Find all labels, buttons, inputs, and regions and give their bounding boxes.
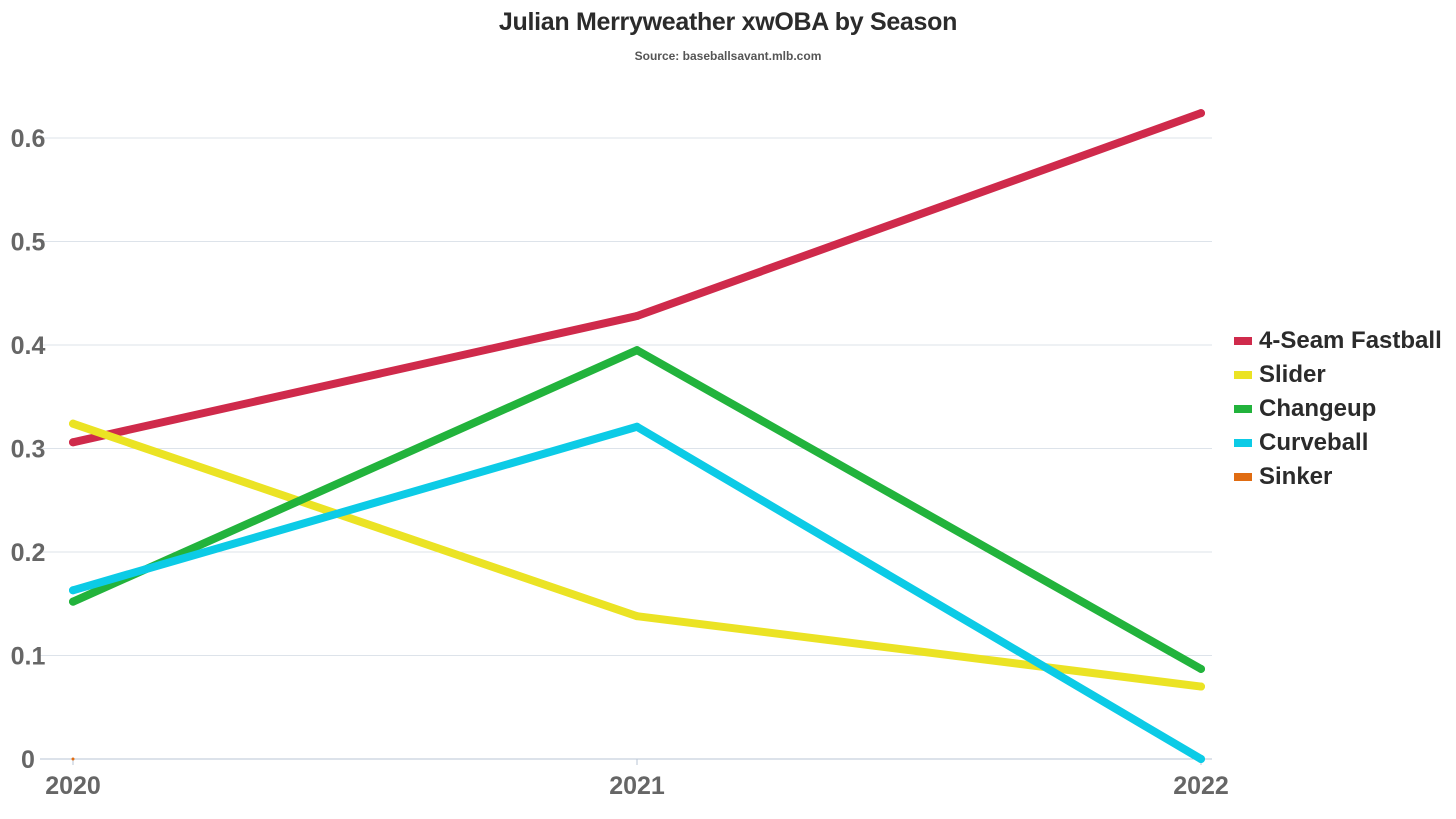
data-point-curveball <box>69 586 77 595</box>
legend-swatch <box>1234 405 1252 413</box>
legend-label: Sinker <box>1259 463 1333 490</box>
data-point-slider <box>633 612 641 621</box>
legend-swatch <box>1234 439 1252 447</box>
legend-label: 4-Seam Fastball <box>1259 327 1442 354</box>
chart-subtitle: Source: baseballsavant.mlb.com <box>634 49 822 63</box>
legend-item[interactable]: 4-Seam Fastball <box>1234 324 1442 358</box>
chart-legend: 4-Seam Fastball Slider Changeup Curveball Si… <box>1234 324 1442 494</box>
data-point-4-seam-fastball <box>633 312 641 321</box>
data-point-changeup <box>633 346 641 355</box>
data-point-sinker <box>71 757 75 761</box>
series-line-changeup <box>69 346 1205 673</box>
series-line-4-seam-fastball <box>69 109 1205 447</box>
series-line-curveball <box>69 422 1205 763</box>
legend-label: Curveball <box>1259 429 1369 456</box>
legend-item[interactable]: Changeup <box>1234 392 1442 426</box>
data-point-slider <box>69 419 77 428</box>
y-tick-label: 0.2 <box>11 539 46 567</box>
x-tick-label: 2022 <box>1173 772 1229 800</box>
chart-title: Julian Merryweather xwOBA by Season <box>498 8 958 36</box>
data-point-curveball <box>1197 755 1205 763</box>
legend-item[interactable]: Curveball <box>1234 426 1442 460</box>
x-tick-label: 2021 <box>609 772 665 800</box>
x-tick-label: 2020 <box>45 772 101 800</box>
data-point-changeup <box>69 597 77 606</box>
data-point-4-seam-fastball <box>69 438 77 447</box>
data-point-slider <box>1197 682 1205 691</box>
data-point-changeup <box>1197 664 1205 673</box>
legend-swatch <box>1234 371 1252 379</box>
y-tick-label: 0.1 <box>11 643 46 671</box>
data-point-4-seam-fastball <box>1197 109 1205 118</box>
legend-swatch <box>1234 473 1252 481</box>
legend-label: Changeup <box>1259 395 1377 422</box>
y-tick-label: 0.6 <box>11 125 46 153</box>
series-line-slider <box>69 419 1205 691</box>
y-tick-label: 0 <box>21 746 35 774</box>
legend-item[interactable]: Sinker <box>1234 460 1442 494</box>
legend-swatch <box>1234 337 1252 345</box>
y-tick-label: 0.3 <box>11 436 46 464</box>
y-tick-label: 0.4 <box>11 332 46 360</box>
legend-label: Slider <box>1259 361 1326 388</box>
y-tick-label: 0.5 <box>11 229 46 257</box>
data-point-curveball <box>633 422 641 431</box>
legend-item[interactable]: Slider <box>1234 358 1442 392</box>
